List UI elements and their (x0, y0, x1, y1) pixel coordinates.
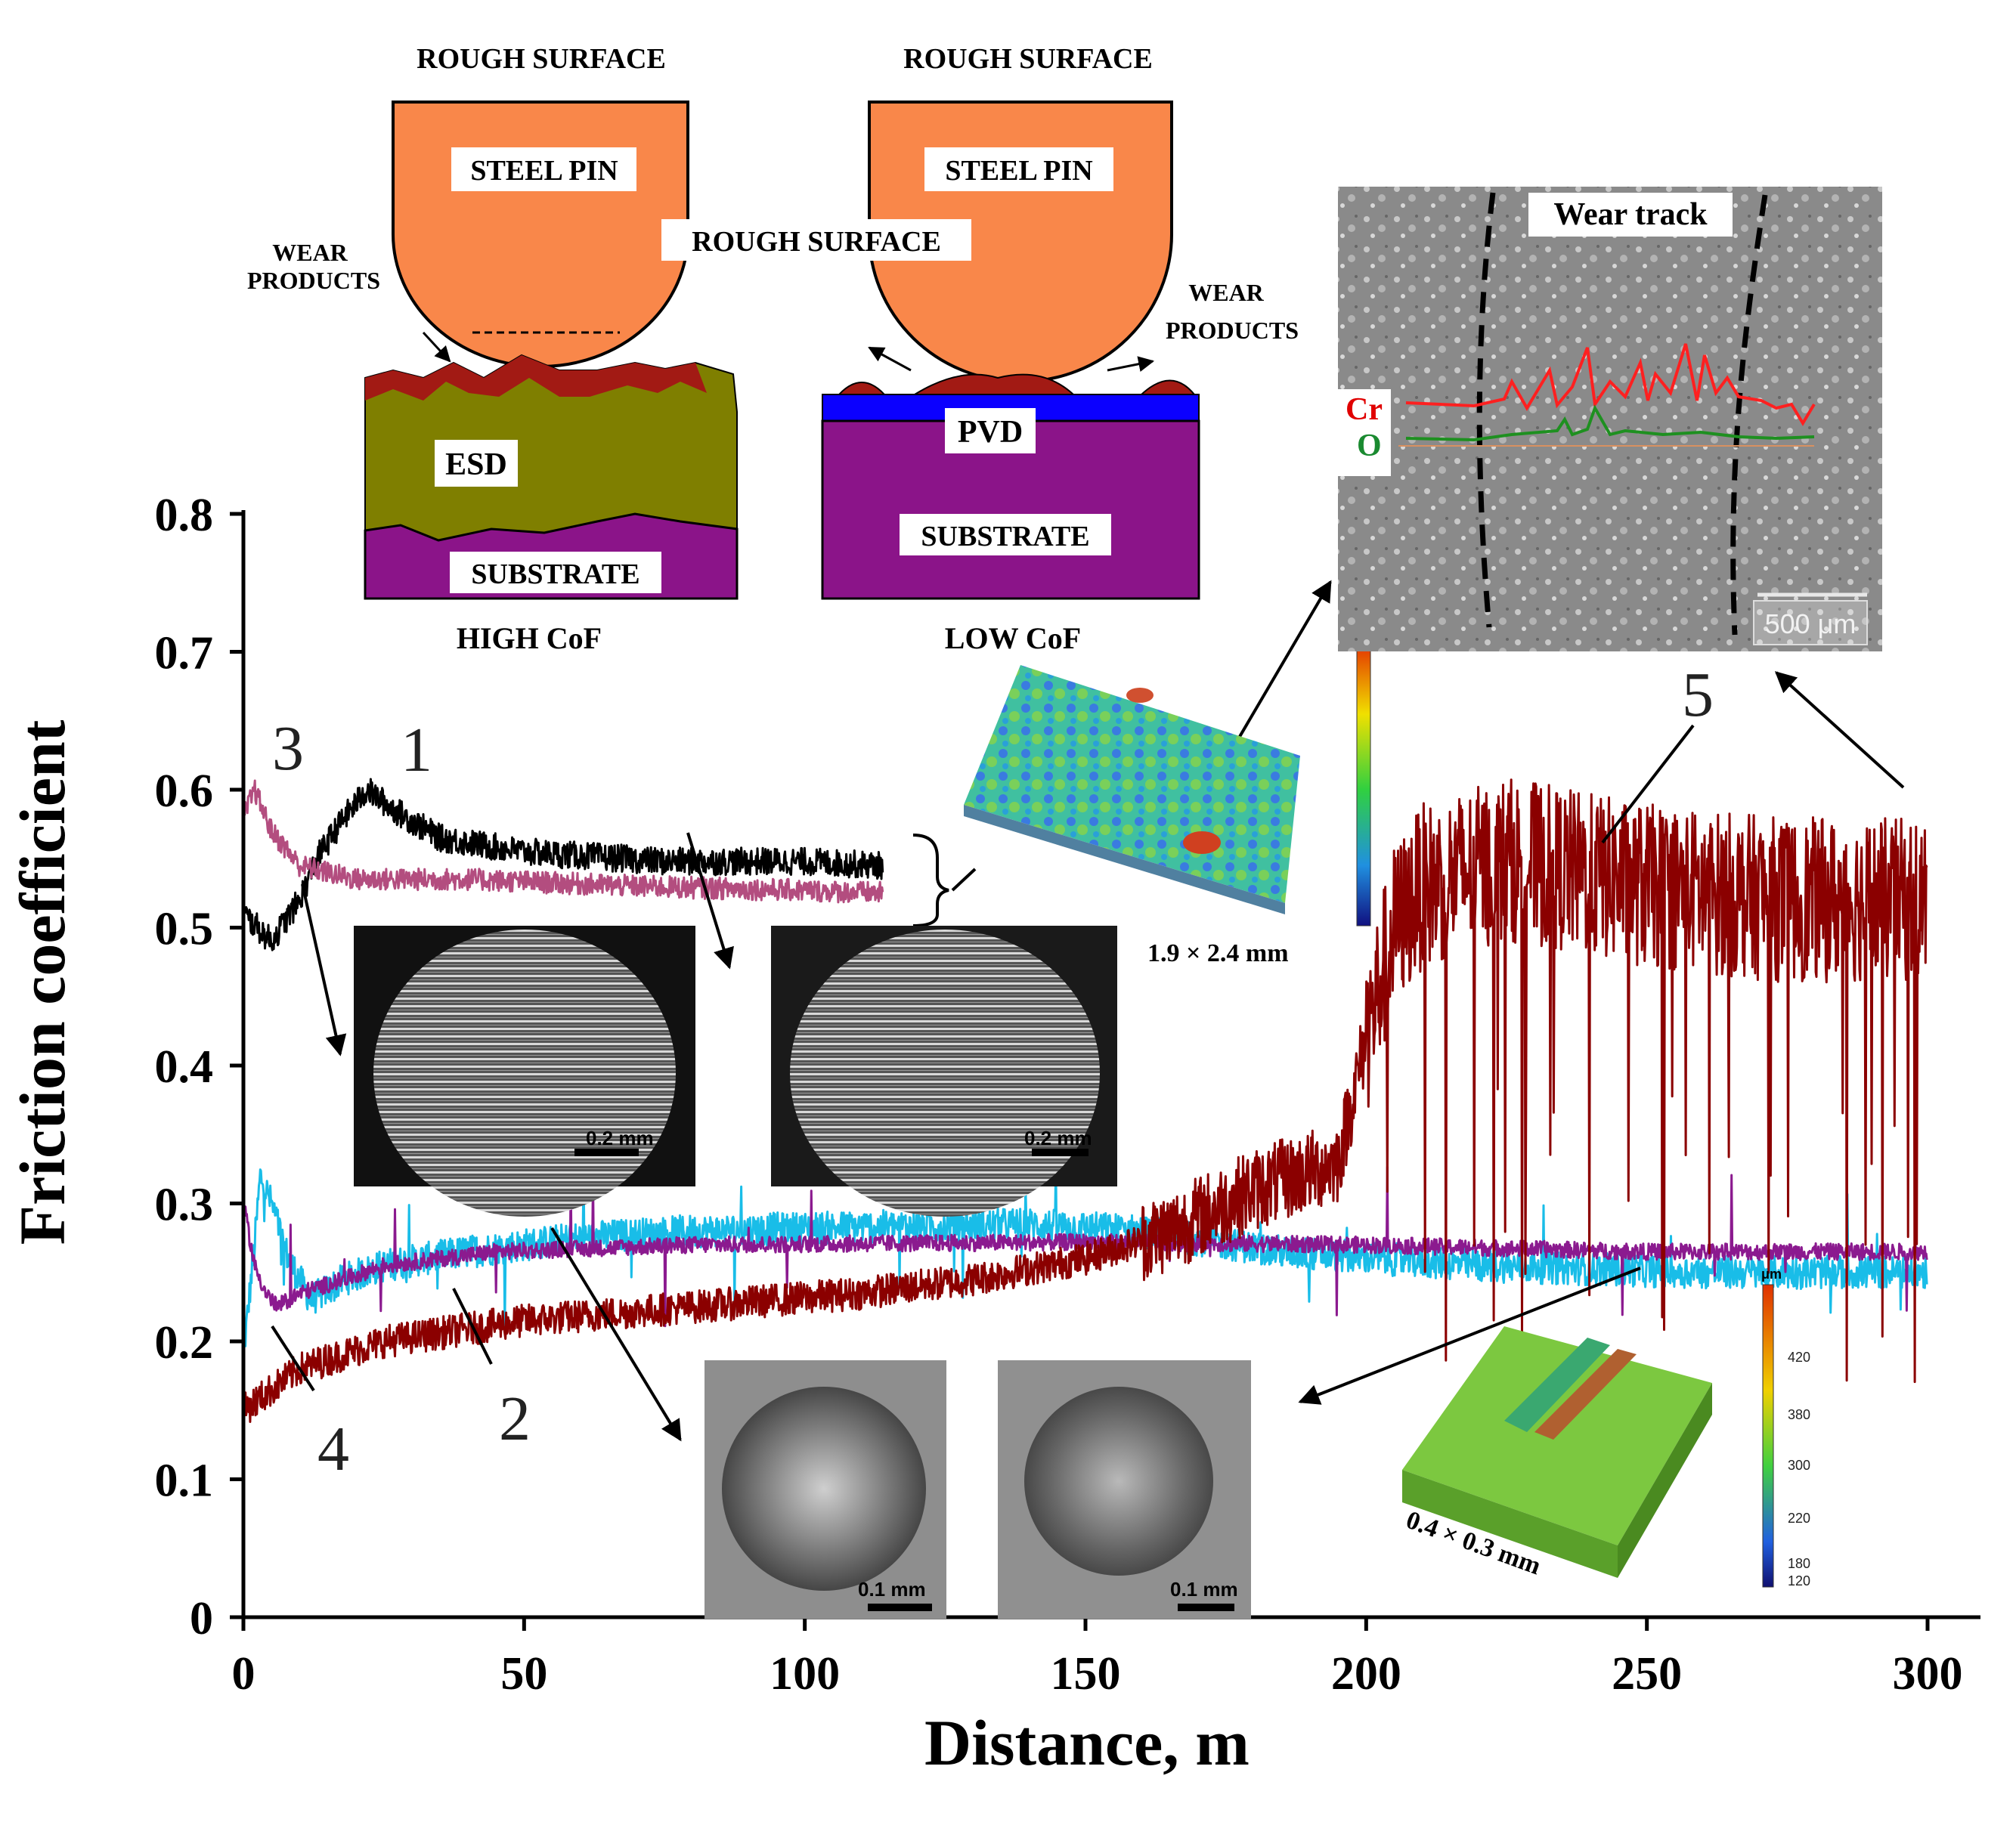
x-tick-label: 300 (1893, 1648, 1963, 1700)
pointer-4 (271, 1325, 315, 1392)
pointer-1 (686, 832, 734, 970)
colorbar-tick-180: 180 (1788, 1556, 1810, 1571)
y-tick-label: 0.3 (155, 1180, 214, 1231)
left-steel-pin (392, 101, 689, 368)
optical-image-2: 0.2 mm (771, 926, 1117, 1217)
y-tick-label: 0.1 (155, 1455, 214, 1507)
y-tick-label: 0.8 (155, 490, 214, 541)
pointer-4-image (1298, 1267, 1641, 1405)
o-line-scan (1405, 404, 1815, 442)
curve-label-1: 1 (401, 715, 432, 785)
x-tick-label: 50 (500, 1648, 547, 1700)
y-axis-label: Friction coefficient (6, 719, 79, 1245)
series-3-line (242, 779, 884, 904)
left-wear-label-2: PRODUCTS (247, 267, 380, 294)
x-tick-label: 150 (1051, 1648, 1121, 1700)
pointer-2 (452, 1288, 493, 1365)
left-caption: HIGH CoF (457, 621, 602, 655)
y-tick-label: 0.2 (155, 1317, 214, 1369)
x-ticks: 0 50 100 150 200 250 300 (232, 1617, 1963, 1700)
right-wear-label-2: PRODUCTS (1166, 317, 1299, 344)
wear-track-boundary-left (1476, 192, 1496, 628)
pointer-3 (301, 883, 347, 1056)
y-tick-label: 0.7 (155, 628, 214, 679)
curve-label-4: 4 (317, 1414, 349, 1484)
wear-track-boundary-right (1730, 194, 1768, 636)
series-layer (242, 778, 1928, 1426)
colorbar-tick-380: 380 (1788, 1407, 1810, 1422)
x-axis-label: Distance, m (924, 1706, 1250, 1779)
right-substrate-label: SUBSTRATE (921, 521, 1089, 552)
curve-label-2: 2 (499, 1384, 531, 1454)
x-tick-label: 0 (232, 1648, 255, 1700)
cr-label: Cr (1346, 392, 1383, 427)
left-pin-label: STEEL PIN (470, 155, 618, 187)
brace (912, 834, 949, 927)
axes: 00.10.20.30.40.50.60.70.8 0 50 100 150 200 25… (6, 490, 1980, 1779)
left-wear-label-1: WEAR (272, 239, 348, 266)
scale-label-0-2-a: 0.2 mm (586, 1127, 654, 1149)
left-coating-label: ESD (445, 447, 507, 482)
y-tick-label: 0.6 (155, 766, 214, 817)
series-4-line (242, 1165, 1928, 1328)
scale-label-0-1-b: 0.1 mm (1170, 1578, 1238, 1601)
series-5-line (242, 778, 1928, 1426)
wear-track-title: Wear track (1553, 197, 1708, 232)
pointer-5 (1601, 724, 1695, 844)
right-middle-label: ROUGH SURFACE (692, 226, 941, 258)
left-wear-products (365, 355, 707, 401)
colorbar-tick-300: 300 (1788, 1458, 1810, 1473)
um-unit-2: μm (1761, 1267, 1782, 1282)
right-coating-label: PVD (958, 415, 1023, 450)
wear-track-scale: 500 μm (1765, 608, 1857, 639)
colorbar-tick-420: 420 (1788, 1350, 1810, 1365)
profile-3d-1: μm 1.9 × 2.4 mm (964, 606, 1376, 967)
cr-line-scan (1405, 343, 1816, 426)
wear-track-image: Wear track Cr O 500 μm (1336, 187, 1882, 651)
scale-label-0-2-b: 0.2 mm (1024, 1127, 1092, 1149)
profile-3d-2: μm 420 380 300 220 180 120 0.4 × 0.3 mm (1402, 1267, 1810, 1588)
left-substrate-label: SUBSTRATE (471, 558, 639, 590)
schematic-high-cof: ROUGH SURFACE STEEL PIN ESD SUBSTRATE WE… (247, 43, 739, 655)
optical-image-4: 0.1 mm (998, 1360, 1251, 1619)
colorbar-tick-220: 220 (1788, 1511, 1810, 1526)
brace-arrow (951, 868, 977, 892)
y-tick-label: 0.4 (155, 1041, 214, 1093)
schematic-low-cof: ROUGH SURFACE STEEL PIN ROUGH SURFACE PV… (661, 43, 1299, 655)
pointer-2-image (550, 1227, 682, 1442)
optical-image-1: 0.2 mm (354, 926, 695, 1217)
y-tick-label: 0 (190, 1593, 213, 1644)
optical-image-3: 0.1 mm (705, 1360, 946, 1619)
right-wear-products (837, 373, 1197, 395)
right-caption: LOW CoF (945, 621, 1081, 655)
x-tick-label: 100 (770, 1648, 840, 1700)
left-top-label: ROUGH SURFACE (417, 43, 666, 75)
right-pin-label: STEEL PIN (945, 155, 1092, 187)
colorbar-tick-120: 120 (1788, 1573, 1810, 1588)
y-tick-label: 0.5 (155, 904, 214, 955)
curve-label-3: 3 (272, 713, 304, 784)
right-wear-label-1: WEAR (1188, 279, 1264, 306)
curve-labels: 1 2 3 4 5 (272, 660, 1714, 1484)
curve-label-5: 5 (1682, 660, 1714, 730)
pointer-5-image (1774, 671, 1905, 789)
x-tick-label: 250 (1612, 1648, 1682, 1700)
o-label: O (1357, 428, 1382, 463)
y-ticks: 0 0.1 0.2 0.3 0.4 0.5 0.6 0.7 0.8 (155, 490, 243, 1644)
profile-size-1: 1.9 × 2.4 mm (1147, 939, 1289, 967)
x-tick-label: 200 (1331, 1648, 1401, 1700)
right-top-label: ROUGH SURFACE (903, 43, 1153, 75)
series-1-line (242, 778, 884, 951)
scale-label-0-1-a: 0.1 mm (858, 1578, 926, 1601)
